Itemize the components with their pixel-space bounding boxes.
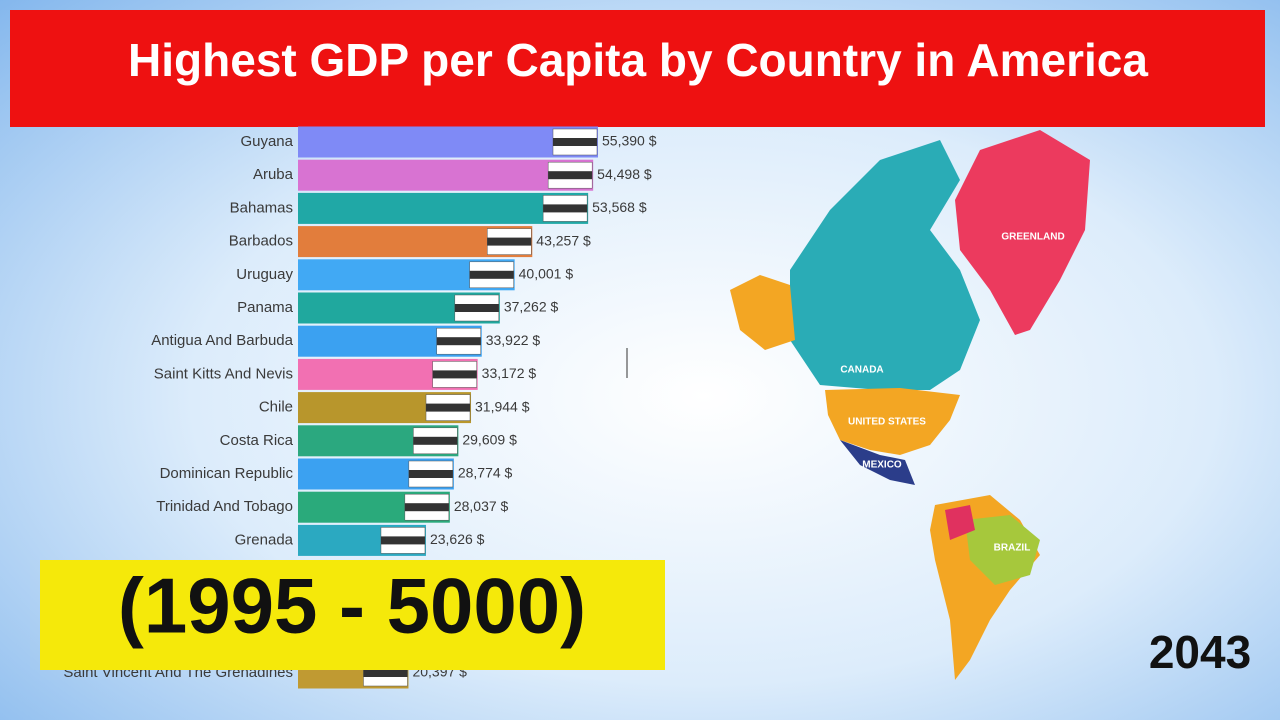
title-box [10,10,1265,127]
category-label: Antigua And Barbuda [151,332,293,349]
category-label: Chile [259,399,293,416]
brazil [965,515,1040,585]
mexico [840,440,915,485]
flag-stripe [363,669,408,677]
flag-stripe [553,138,597,146]
category-label: Uruguay [236,266,293,283]
flag-stripe [454,304,499,312]
flag-stripe [404,503,449,512]
year: 2043 [1149,626,1251,678]
flag-stripe [487,237,532,246]
category-label: Saint Kitts And Nevis [154,365,293,382]
flag-stripe [543,204,588,213]
flag-stripe [469,270,514,279]
flag-stripe [436,337,481,346]
flag-stripe [548,171,593,180]
category-label: Costa Rica [220,432,294,449]
year-range: (1995 - 5000) [118,562,586,650]
value-label: 55,390 $ [602,133,657,149]
value-label: 43,257 $ [536,232,591,248]
map-label: UNITED STATES [848,417,926,428]
value-label: 33,922 $ [486,332,541,348]
value-label: 37,262 $ [504,299,559,315]
value-label: 33,172 $ [482,365,537,381]
bar [298,126,598,158]
banner-box [40,560,665,670]
map-label: MEXICO [862,460,902,471]
title: Highest GDP per Capita by Country in Ame… [128,34,1148,86]
value-label: 29,609 $ [462,432,517,448]
greenland [955,130,1090,335]
map-label: CANADA [840,365,883,376]
category-label: Grenada [235,531,294,548]
value-label: 54,498 $ [597,166,652,182]
bar-chart: Guyana 55,390 $ Aruba 54,498 $ Bahamas 53,568… [63,126,657,689]
flag-stripe [408,470,453,478]
alaska [730,275,795,350]
flag-stripe [432,370,477,379]
category-label: Trinidad And Tobago [156,498,293,515]
category-label: Bahamas [230,199,293,216]
flag-stripe [413,436,458,445]
category-label: Barbados [229,233,293,250]
value-label: 28,037 $ [454,498,509,514]
map-label: BRAZIL [994,543,1031,554]
category-label: Guyana [240,133,293,150]
category-label: Aruba [253,166,294,183]
category-label: Panama [237,299,294,316]
bar [298,159,594,191]
colombia [945,505,975,540]
value-label: 31,944 $ [475,398,530,414]
value-label: 40,001 $ [519,266,574,282]
value-label: 23,626 $ [430,531,485,547]
value-label: 53,568 $ [592,199,647,215]
bar [298,192,589,224]
map: GREENLAND CANADA UNITED STATES MEXICO BRAZIL [730,130,1090,680]
map-label: GREENLAND [1001,232,1064,243]
value-label: 28,774 $ [458,465,513,481]
canada [790,140,980,390]
category-label: Dominican Republic [160,465,294,482]
usa [825,388,960,455]
flag-stripe [380,536,425,545]
flag-stripe [426,403,471,412]
